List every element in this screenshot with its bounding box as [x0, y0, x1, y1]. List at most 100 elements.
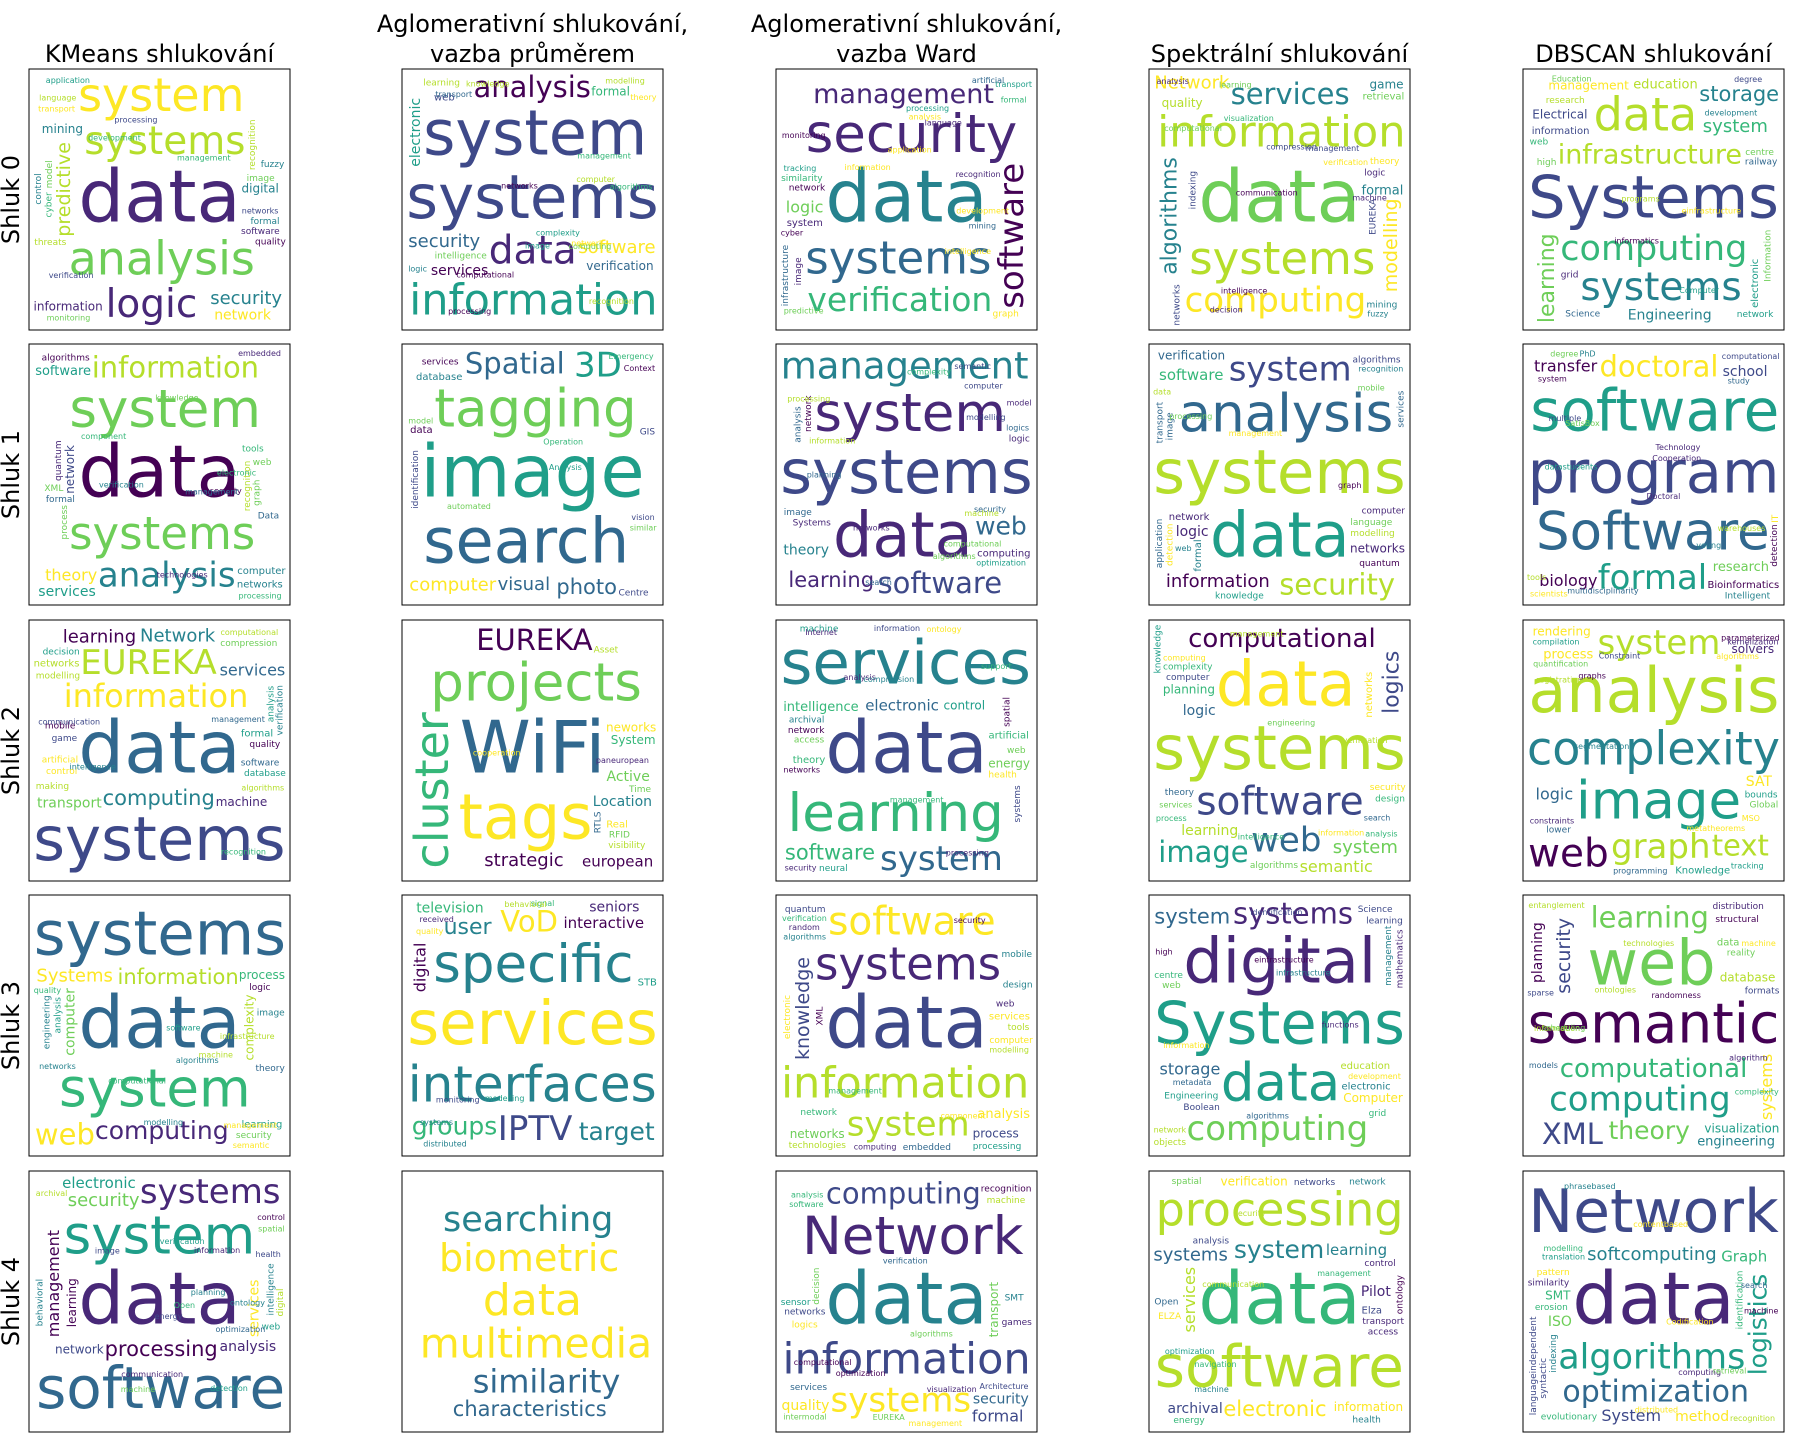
- word-communication: communication: [121, 1370, 183, 1379]
- word-text: text: [1712, 828, 1769, 862]
- word-web: web: [996, 999, 1015, 1009]
- word-cooperation: cooperation: [473, 748, 521, 757]
- word-elza: Elza: [1362, 1305, 1382, 1316]
- word-computer: computer: [237, 566, 286, 577]
- word-computational: computational: [944, 539, 1002, 548]
- word-services: services: [246, 1280, 262, 1337]
- word-control: control: [257, 1213, 285, 1222]
- word-interfaces: interfaces: [408, 1056, 657, 1114]
- panel-frame: [1148, 343, 1411, 606]
- word-data: data: [78, 1257, 240, 1341]
- word-intelligence: intelligence: [783, 700, 858, 715]
- word-visualization: visualization: [1224, 114, 1274, 123]
- word-verification: verification: [782, 914, 827, 923]
- word-system: system: [787, 218, 823, 229]
- word-structural: structural: [1715, 915, 1759, 925]
- word-mining: mining: [1367, 300, 1398, 310]
- word-artificial: artificial: [42, 756, 78, 766]
- word-optimization: optimization: [216, 1325, 266, 1334]
- panel-frame: [1522, 1170, 1785, 1433]
- word-semantic: semantic: [1528, 991, 1780, 1055]
- word-semantic: semantic: [233, 1141, 270, 1150]
- word-verification: verification: [276, 685, 286, 735]
- word-information: information: [1532, 126, 1590, 137]
- word-systems: systems: [34, 898, 286, 969]
- word-cooperation: Cooperation: [1652, 454, 1701, 463]
- word-data: data: [825, 155, 987, 239]
- word-development: development: [956, 207, 1009, 216]
- word-quality: quality: [1162, 96, 1203, 110]
- row-label-2: Shluk 2: [0, 706, 25, 795]
- word-open: Open: [1154, 1298, 1178, 1308]
- word-computing: computing: [569, 242, 612, 251]
- word-centre: centre: [1154, 971, 1183, 981]
- word-complexity: complexity: [907, 367, 951, 376]
- word-learning: learning: [63, 626, 136, 647]
- word-visual: visual: [498, 574, 550, 595]
- panel-frame: [401, 68, 664, 331]
- panel-frame: [1148, 68, 1411, 331]
- word-algorithms: algorithms: [933, 552, 976, 561]
- word-active: Active: [607, 769, 650, 785]
- word-processing: processing: [946, 848, 989, 857]
- word-recognition: recognition: [221, 848, 266, 857]
- word-phd: PhD: [1580, 350, 1596, 359]
- word-location: Location: [593, 794, 652, 810]
- word-data: data: [1594, 88, 1698, 142]
- word-intelligence: intelligence: [1221, 286, 1267, 295]
- row-label-1: Shluk 1: [0, 430, 25, 519]
- word-sat: SAT: [1746, 774, 1773, 790]
- word-ontology: ontology: [927, 625, 962, 634]
- word-security: security: [1234, 1209, 1266, 1218]
- word-modelling: modelling: [144, 1118, 184, 1127]
- word-verification: verification: [1343, 736, 1388, 745]
- word-verification: verification: [807, 280, 992, 319]
- word-database: database: [1720, 971, 1776, 985]
- word-management: management: [224, 1121, 278, 1130]
- word-system: System: [1601, 1406, 1661, 1425]
- word-system: system: [814, 383, 1006, 444]
- word-multimedia: multimedia: [420, 1320, 653, 1368]
- word-security: security: [785, 863, 817, 872]
- word-theory: theory: [256, 1064, 286, 1074]
- word-networks: networks: [242, 207, 279, 216]
- word-storage: storage: [1160, 1060, 1221, 1079]
- wordcloud-panel-r1-c3: systemsdataanalysissystemsecurityinforma…: [1148, 343, 1411, 606]
- word-quality: quality: [249, 740, 280, 750]
- word-management: management: [828, 1087, 882, 1096]
- word-language: language: [39, 94, 76, 103]
- word-algorithms: algorithms: [241, 784, 284, 793]
- word-modelling: modelling: [36, 671, 80, 681]
- word-contentbased: contentbased: [1633, 1220, 1688, 1229]
- word-computational: computational: [1560, 1054, 1748, 1084]
- word-mathematics: mathematics: [1396, 929, 1406, 988]
- word-network: network: [788, 726, 825, 736]
- word-software: software: [36, 1354, 285, 1422]
- word-context: Context: [624, 364, 655, 373]
- word-services: services: [781, 628, 1031, 699]
- word-processing: processing: [239, 591, 282, 600]
- word-scheduling: scheduling: [1542, 1024, 1585, 1033]
- word-systems: systems: [1580, 265, 1741, 310]
- panel-frame: [1522, 619, 1785, 882]
- word-networks: networks: [237, 580, 283, 591]
- panel-frame: [775, 894, 1038, 1157]
- word-graph: graph: [1338, 481, 1361, 490]
- panel-frame: [28, 619, 291, 882]
- word-services: services: [38, 584, 95, 600]
- word-complexity: complexity: [536, 229, 580, 238]
- word-intelligent: Intelligent: [1725, 591, 1771, 601]
- word-analysis: analysis: [53, 997, 63, 1034]
- column-title-2-line-1: vazba Ward: [836, 40, 977, 68]
- word-planning: planning: [191, 1288, 226, 1297]
- word-application: application: [1155, 519, 1165, 569]
- word-theory: theory: [1609, 1116, 1691, 1145]
- word-electronic: electronic: [865, 697, 939, 715]
- word-software: software: [166, 1024, 200, 1033]
- word-software: software: [828, 900, 995, 945]
- word-data: data: [489, 229, 577, 274]
- word-intelligence: intelligence: [945, 247, 991, 256]
- word-management: management: [1229, 429, 1283, 438]
- word-search: search: [1741, 1281, 1768, 1290]
- word-verification: verification: [1323, 158, 1368, 167]
